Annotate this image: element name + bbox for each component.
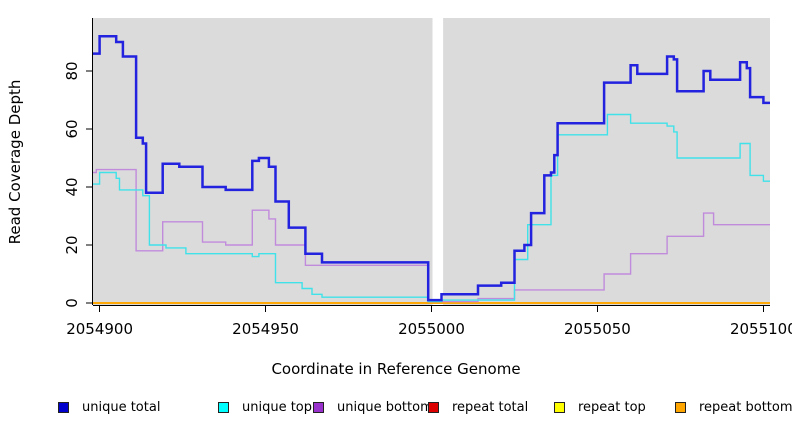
legend-swatch-unique-total-icon	[58, 401, 69, 413]
y-tick-label: 60	[63, 119, 81, 138]
legend-label: repeat bottom	[699, 399, 792, 415]
x-axis-title: Coordinate in Reference Genome	[271, 360, 521, 378]
y-tick-label: 20	[63, 235, 81, 254]
y-tick-label: 80	[63, 61, 81, 80]
legend-label: unique total	[82, 399, 161, 415]
x-tick-label: 2055050	[564, 320, 631, 338]
legend-item: unique bottom	[313, 399, 433, 415]
legend-swatch-repeat-top-icon	[554, 401, 565, 413]
no-data-gap	[432, 18, 444, 305]
x-tick-label: 2054900	[66, 320, 133, 338]
legend-swatch-repeat-bottom-icon	[675, 401, 686, 413]
legend-item: unique top	[218, 399, 312, 415]
legend-swatch-unique-bottom-icon	[313, 401, 324, 413]
legend-item: unique total	[58, 399, 160, 415]
legend-item: repeat top	[554, 399, 646, 415]
legend-item: repeat total	[428, 399, 528, 415]
plot-area: 2054900 2054950 2055000 2055050 2055100 0 20 40…	[63, 18, 792, 338]
legend-label: repeat top	[578, 399, 646, 415]
y-tick-label: 0	[63, 298, 81, 308]
x-tick-label: 2055000	[398, 320, 465, 338]
legend: unique total unique top unique bottom re…	[0, 399, 792, 417]
plot-panel	[93, 18, 770, 305]
series-line-unique-bottom	[93, 168, 770, 303]
series-line-unique-total	[93, 34, 770, 302]
x-tick-label: 2055100	[730, 320, 792, 338]
legend-label: repeat total	[452, 399, 529, 415]
legend-swatch-repeat-total-icon	[428, 401, 439, 413]
legend-swatch-unique-top-icon	[218, 401, 229, 413]
y-axis-title: Read Coverage Depth	[6, 79, 24, 245]
y-tick-label: 40	[63, 177, 81, 196]
legend-label: unique bottom	[337, 399, 433, 415]
x-tick-label: 2054950	[232, 320, 299, 338]
legend-label: unique top	[242, 399, 313, 415]
legend-item: repeat bottom	[675, 399, 792, 415]
